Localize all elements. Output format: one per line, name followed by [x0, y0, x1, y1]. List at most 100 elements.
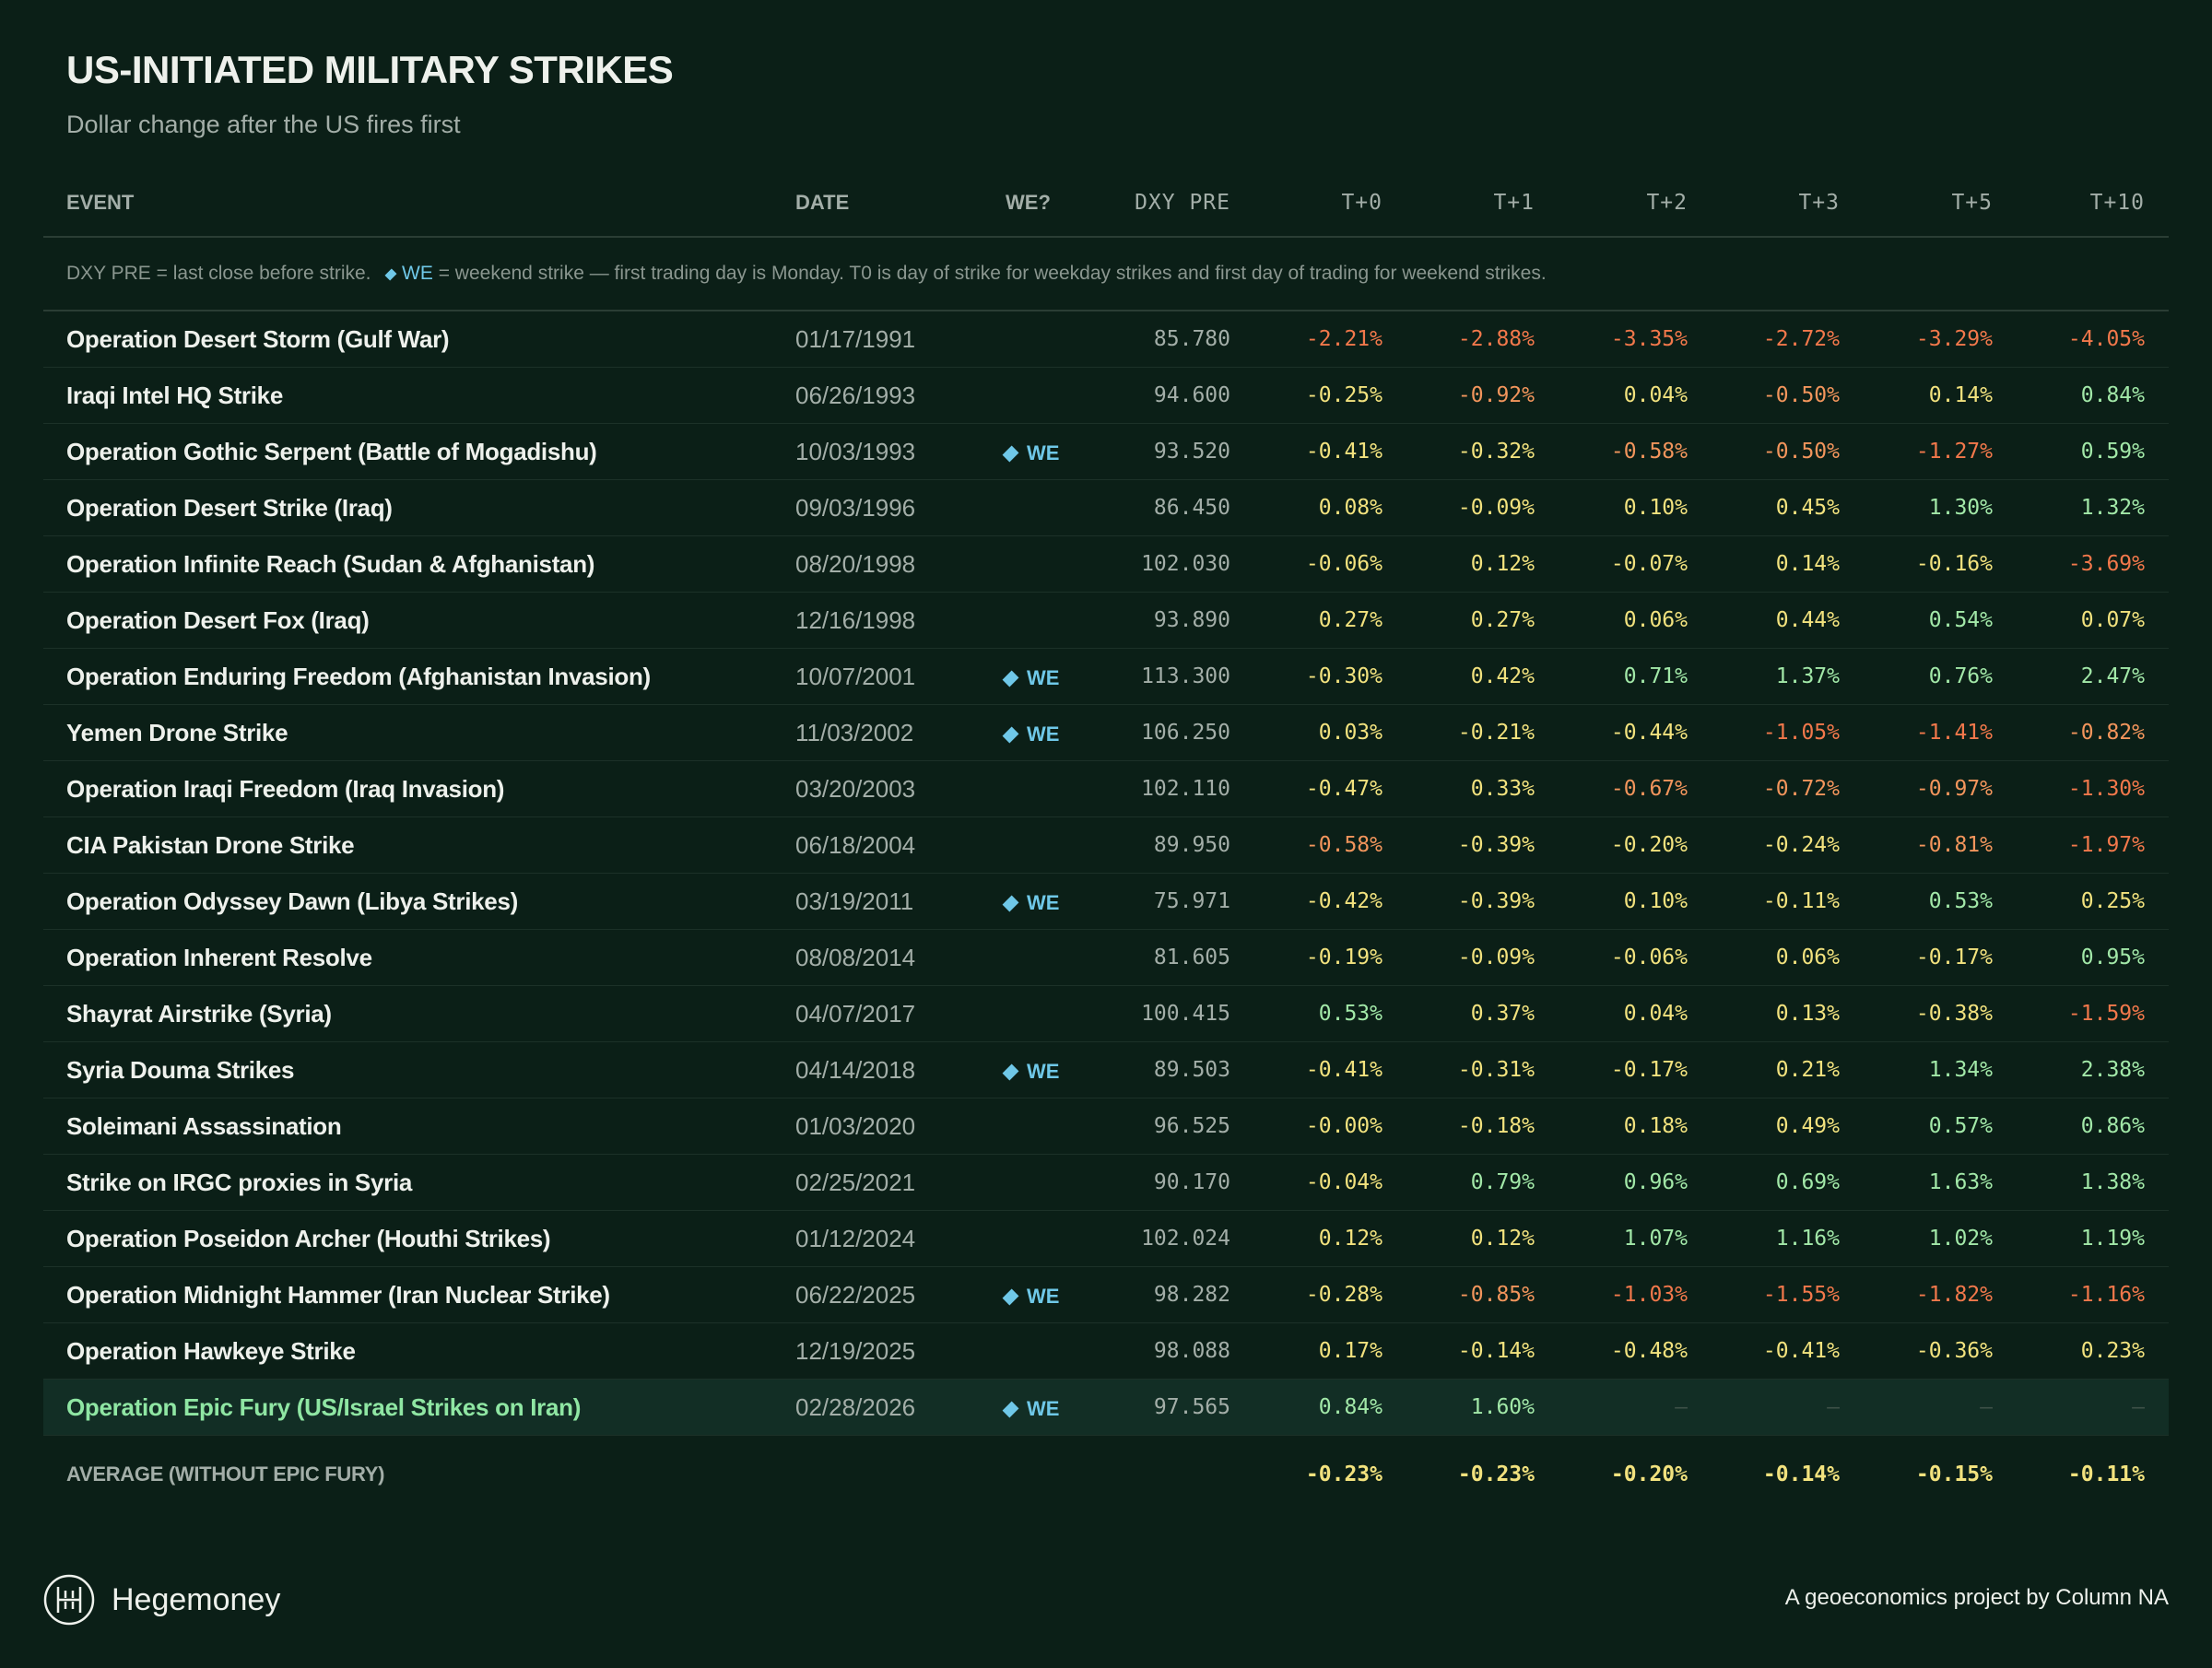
change-cell: -1.97% [1993, 816, 2169, 874]
table-row: Operation Desert Strike (Iraq) 09/03/1996… [43, 479, 2169, 536]
change-cell: -0.41% [1230, 1041, 1382, 1098]
change-cell: -1.82% [1840, 1266, 1993, 1323]
weekend-badge: WE [1027, 890, 1060, 914]
weekend-icon [1002, 445, 1019, 462]
change-cell: 0.17% [1230, 1322, 1382, 1380]
weekend-cell [1006, 816, 1107, 874]
change-cell: 0.59% [1993, 423, 2169, 480]
weekend-icon [1002, 895, 1019, 911]
change-cell: -0.09% [1382, 929, 1535, 986]
change-cell: -0.50% [1688, 367, 1840, 424]
change-cell: 0.06% [1535, 592, 1688, 649]
change-cell: -1.30% [1993, 760, 2169, 817]
change-cell: -1.03% [1535, 1266, 1688, 1323]
weekend-cell [1006, 535, 1107, 593]
change-cell: 0.04% [1535, 985, 1688, 1042]
change-cell: -0.16% [1840, 535, 1993, 593]
title: US-INITIATED MILITARY STRIKES [66, 48, 674, 91]
change-cell: -0.41% [1688, 1322, 1840, 1380]
event-name: CIA Pakistan Drone Strike [43, 816, 795, 874]
dxy-pre: 102.030 [1107, 535, 1230, 593]
change-cell: 0.12% [1382, 1210, 1535, 1267]
weekend-badge: WE [1027, 1284, 1060, 1308]
weekend-cell: WE [1002, 873, 1107, 930]
dxy-pre: 96.525 [1107, 1098, 1230, 1155]
change-cell: 0.45% [1688, 479, 1840, 536]
weekend-icon [1002, 670, 1019, 687]
table-row: Operation Gothic Serpent (Battle of Moga… [43, 423, 2169, 480]
change-cell: -0.38% [1840, 985, 1993, 1042]
event-name: Operation Iraqi Freedom (Iraq Invasion) [43, 760, 795, 817]
column-header: T+0 [1230, 170, 1382, 238]
change-cell: -0.09% [1382, 479, 1535, 536]
event-name: Operation Odyssey Dawn (Libya Strikes) [43, 873, 795, 930]
change-cell: -0.44% [1535, 704, 1688, 761]
change-cell: -0.20% [1535, 816, 1688, 874]
event-name: Soleimani Assassination [43, 1098, 795, 1155]
change-cell: 0.79% [1382, 1154, 1535, 1211]
dxy-pre: 89.503 [1107, 1041, 1230, 1098]
change-cell: -0.47% [1230, 760, 1382, 817]
change-cell: -3.69% [1993, 535, 2169, 593]
change-cell: 0.04% [1535, 367, 1688, 424]
weekend-cell [1006, 1154, 1107, 1211]
average-cell: -0.23% [1457, 1462, 1535, 1486]
date: 04/07/2017 [795, 985, 1006, 1042]
weekend-cell [1006, 929, 1107, 986]
change-cell: 0.69% [1688, 1154, 1840, 1211]
change-cell: — [1688, 1379, 1840, 1436]
column-header: T+10 [1993, 170, 2169, 238]
credit: A geoeconomics project by Column NA [1784, 1585, 2169, 1610]
change-cell: 1.30% [1840, 479, 1993, 536]
note-row: DXY PRE = last close before strike. WE =… [43, 237, 2169, 311]
change-cell: -0.21% [1382, 704, 1535, 761]
table-row: Operation Midnight Hammer (Iran Nuclear … [43, 1266, 2169, 1323]
change-cell: 1.07% [1535, 1210, 1688, 1267]
change-cell: 1.34% [1840, 1041, 1993, 1098]
dxy-pre: 106.250 [1107, 704, 1230, 761]
column-header: DXY PRE [1107, 170, 1230, 238]
change-cell: 0.21% [1688, 1041, 1840, 1098]
note-marker: WE [402, 263, 433, 284]
average-cell: -0.20% [1610, 1462, 1688, 1486]
change-cell: -0.11% [1688, 873, 1840, 930]
change-cell: -0.58% [1230, 816, 1382, 874]
change-cell: -3.35% [1535, 311, 1688, 368]
event-name: Operation Epic Fury (US/Israel Strikes o… [43, 1379, 795, 1436]
change-cell: 0.76% [1840, 648, 1993, 705]
change-cell: -0.41% [1230, 423, 1382, 480]
dxy-pre: 100.415 [1107, 985, 1230, 1042]
table-row: Operation Poseidon Archer (Houthi Strike… [43, 1210, 2169, 1267]
dxy-pre: 98.282 [1107, 1266, 1230, 1323]
weekend-cell [1006, 367, 1107, 424]
change-cell: 2.38% [1993, 1041, 2169, 1098]
weekend-badge: WE [1027, 440, 1060, 464]
change-cell: -0.19% [1230, 929, 1382, 986]
date: 10/03/1993 [795, 423, 1006, 480]
change-cell: -0.42% [1230, 873, 1382, 930]
change-cell: 0.23% [1993, 1322, 2169, 1380]
change-cell: 0.25% [1993, 873, 2169, 930]
weekend-cell: WE [1002, 1041, 1107, 1098]
change-cell: -1.41% [1840, 704, 1993, 761]
weekend-cell: WE [1002, 423, 1107, 480]
change-cell: 0.27% [1230, 592, 1382, 649]
change-cell: 0.53% [1230, 985, 1382, 1042]
change-cell: -2.21% [1230, 311, 1382, 368]
change-cell: -0.48% [1535, 1322, 1688, 1380]
change-cell: -0.06% [1230, 535, 1382, 593]
change-cell: -1.59% [1993, 985, 2169, 1042]
date: 03/19/2011 [795, 873, 1006, 930]
change-cell: -0.17% [1840, 929, 1993, 986]
change-cell: -0.50% [1688, 423, 1840, 480]
change-cell: 0.12% [1382, 535, 1535, 593]
change-cell: -0.25% [1230, 367, 1382, 424]
change-cell: -1.16% [1993, 1266, 2169, 1323]
column-header: T+1 [1382, 170, 1535, 238]
table-row: Soleimani Assassination 01/03/2020 96.525-… [43, 1098, 2169, 1155]
event-name: Syria Douma Strikes [43, 1041, 795, 1098]
date: 09/03/1996 [795, 479, 1006, 536]
change-cell: -0.32% [1382, 423, 1535, 480]
change-cell: -0.58% [1535, 423, 1688, 480]
change-cell: 0.95% [1993, 929, 2169, 986]
